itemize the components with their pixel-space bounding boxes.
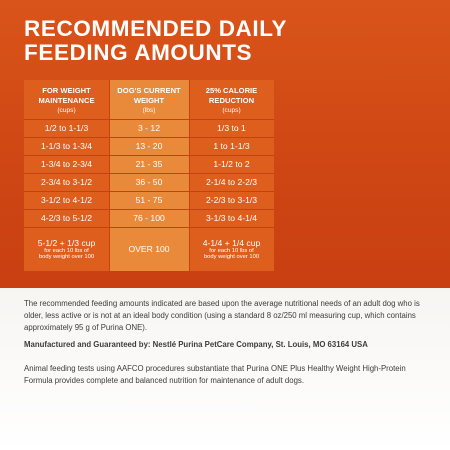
column-divider <box>189 80 190 271</box>
table-cell: OVER 100 <box>128 244 170 254</box>
title-line-2: FEEDING AMOUNTS <box>24 40 253 65</box>
manufacturer-line: Manufactured and Guaranteed by: Nestlé P… <box>24 340 368 349</box>
table-cell: 3-1/2 to 4-1/2 <box>40 195 93 205</box>
table-cell: 2-3/4 to 3-1/2 <box>40 177 93 187</box>
column-reduction <box>189 80 274 271</box>
table-cell: 36 - 50 <box>135 177 163 187</box>
table-cell: 4-1/4 + 1/4 cup for each 10 lbs of body … <box>202 237 261 261</box>
row-divider <box>24 119 274 120</box>
table-cell: 2-1/4 to 2-2/3 <box>205 177 258 187</box>
table-cell: 5-1/2 + 1/3 cup for each 10 lbs of body … <box>37 237 96 261</box>
column-weight <box>109 80 189 271</box>
page-title: RECOMMENDED DAILY FEEDING AMOUNTS <box>24 17 434 65</box>
table-cell: 3 - 12 <box>138 123 160 133</box>
column-maintenance <box>24 80 109 271</box>
table-cell: 51 - 75 <box>135 195 163 205</box>
feeding-table: FOR WEIGHT MAINTENANCE (cups) DOG'S CURR… <box>24 80 424 271</box>
table-cell: 1/2 to 1-1/3 <box>44 123 89 133</box>
row-divider <box>24 137 274 138</box>
column-divider <box>109 80 110 271</box>
table-cell: 1-3/4 to 2-3/4 <box>40 159 93 169</box>
table-cell: 1/3 to 1 <box>217 123 246 133</box>
header-calorie-reduction: 25% CALORIE REDUCTION (cups) <box>205 86 258 114</box>
table-cell: 1 to 1-1/3 <box>213 141 250 151</box>
header-maintenance: FOR WEIGHT MAINTENANCE (cups) <box>38 86 95 114</box>
header-current-weight: DOG'S CURRENT WEIGHT (lbs) <box>117 86 181 114</box>
title-line-1: RECOMMENDED DAILY <box>24 16 288 41</box>
table-cell: 21 - 35 <box>135 159 163 169</box>
row-divider <box>24 155 274 156</box>
table-cell: 13 - 20 <box>135 141 163 151</box>
table-cell: 4-2/3 to 5-1/2 <box>40 213 93 223</box>
info-panel <box>0 288 450 450</box>
aafco-statement: Animal feeding tests using AAFCO procedu… <box>24 364 406 385</box>
feeding-note-paragraph: The recommended feeding amounts indicate… <box>24 299 420 332</box>
row-divider <box>24 191 274 192</box>
table-cell: 3-1/3 to 4-1/4 <box>205 213 258 223</box>
row-divider <box>24 209 274 210</box>
table-cell: 1-1/2 to 2 <box>213 159 250 169</box>
table-cell: 2-2/3 to 3-1/3 <box>205 195 258 205</box>
table-cell: 76 - 100 <box>133 213 165 223</box>
table-cell: 1-1/3 to 1-3/4 <box>40 141 93 151</box>
row-divider <box>24 227 274 228</box>
row-divider <box>24 173 274 174</box>
